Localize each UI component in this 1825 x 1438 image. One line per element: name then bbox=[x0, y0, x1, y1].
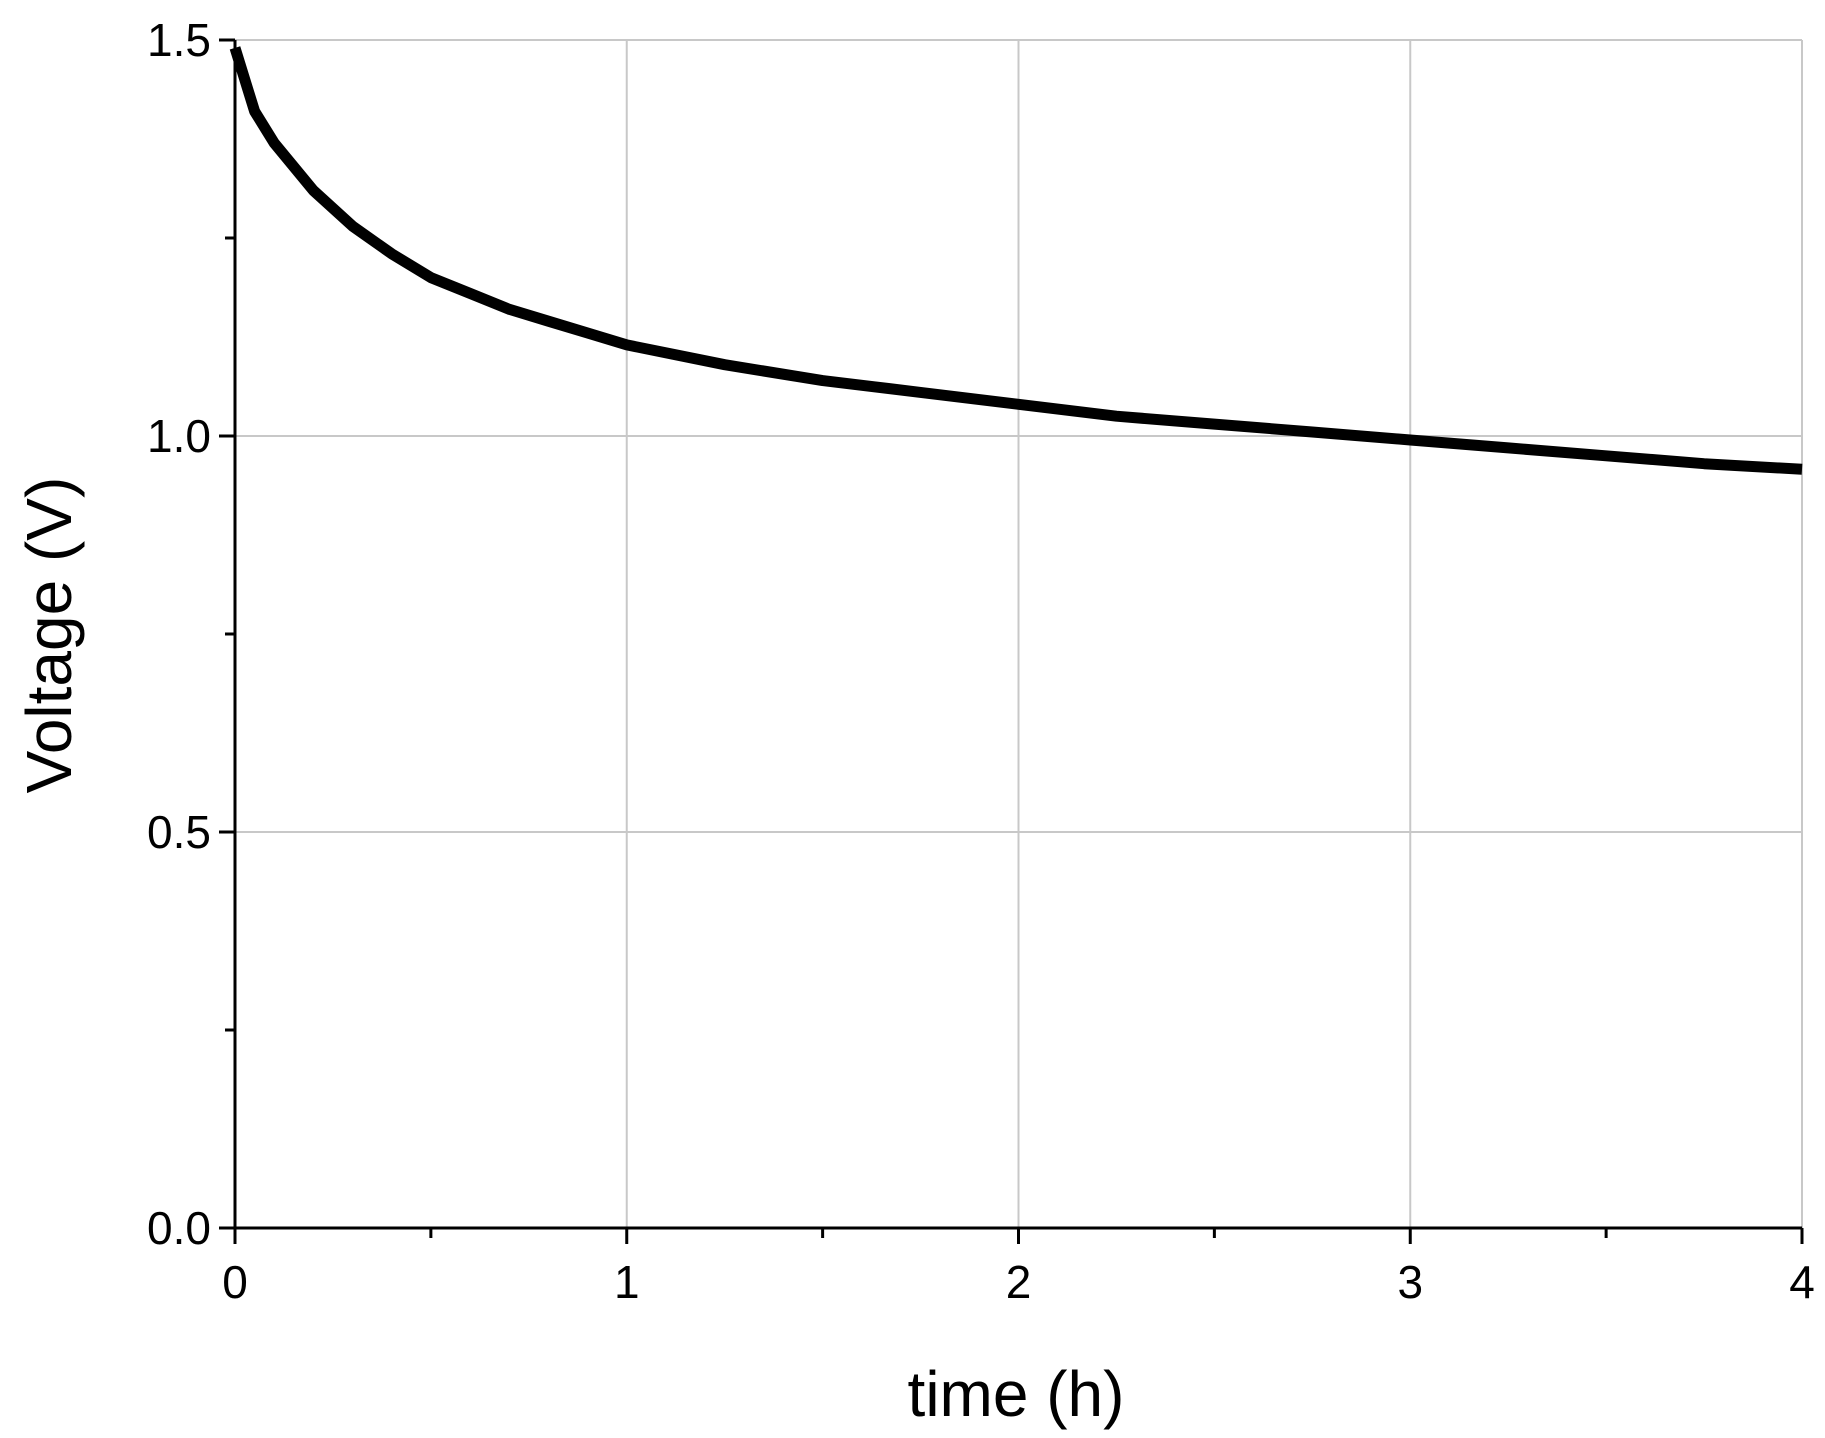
x-tick-label-4: 4 bbox=[1789, 1256, 1815, 1308]
x-tick-label-0: 0 bbox=[222, 1256, 248, 1308]
axes bbox=[219, 38, 1804, 1244]
series-layer bbox=[229, 46, 1803, 475]
x-tick-label-1: 1 bbox=[614, 1256, 640, 1308]
y-tick-label-0: 0.0 bbox=[147, 1202, 211, 1254]
y-tick-label-3: 1.5 bbox=[147, 14, 211, 66]
y-tick-label-2: 1.0 bbox=[147, 410, 211, 462]
y-axis-title: Voltage (V) bbox=[13, 477, 85, 794]
grid-lines bbox=[235, 39, 1803, 1228]
tick-labels: 0 1 2 3 4 0.0 0.5 1.0 1.5 bbox=[147, 14, 1815, 1308]
x-tick-label-3: 3 bbox=[1397, 1256, 1423, 1308]
x-axis-title: time (h) bbox=[908, 1358, 1125, 1430]
voltage-series-line bbox=[229, 46, 1803, 475]
x-tick-label-2: 2 bbox=[1006, 1256, 1032, 1308]
y-tick-label-1: 0.5 bbox=[147, 806, 211, 858]
